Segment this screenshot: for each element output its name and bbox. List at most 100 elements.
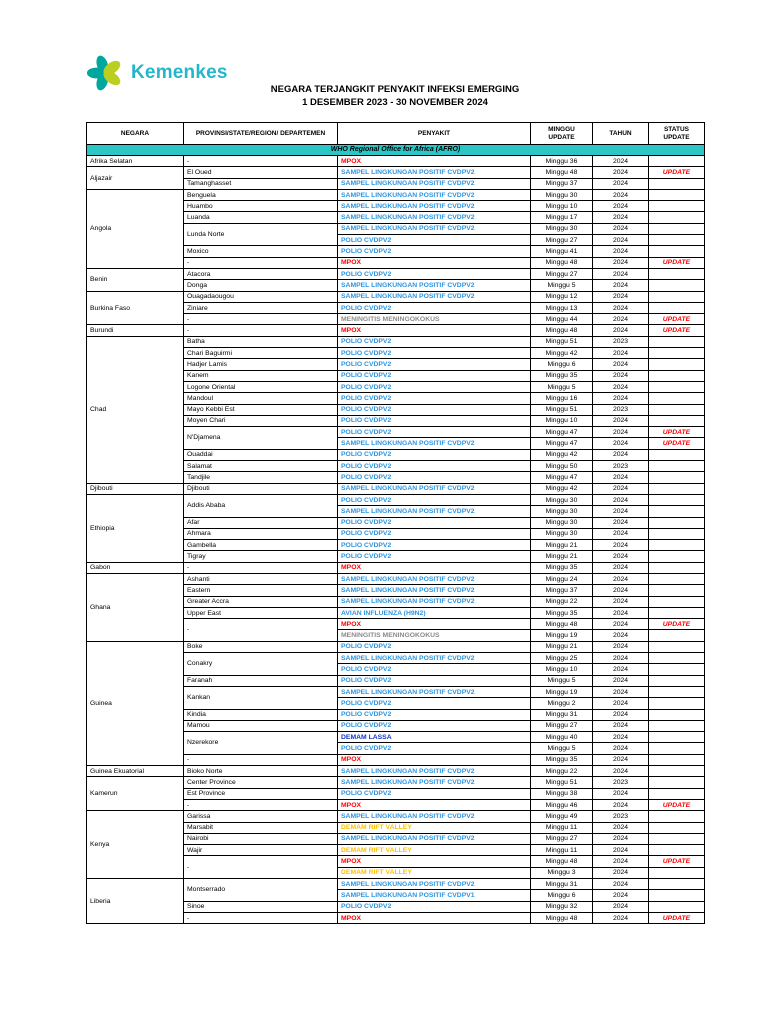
table-row: Gabon - MPOX Minggu 35 2024: [86, 561, 705, 574]
status-cell: [648, 392, 705, 405]
year-cell: 2024: [592, 369, 649, 382]
year-cell: 2024: [592, 222, 649, 236]
week-cell: Minggu 27: [530, 832, 593, 846]
disease-cell: DEMAM RIFT VALLEY: [337, 844, 531, 857]
week-cell: Minggu 40: [530, 731, 593, 744]
year-cell: 2023: [592, 460, 649, 473]
year-cell: 2024: [592, 267, 649, 281]
province-cell: Kanem: [183, 369, 338, 382]
table-row: Burkina Faso Ouagadaougou SAMPEL LINGKUNGA…: [86, 290, 705, 326]
status-cell: [648, 742, 705, 755]
year-cell: 2023: [592, 810, 649, 823]
week-cell: Minggu 41: [530, 245, 593, 258]
year-cell: 2024: [592, 900, 649, 913]
year-cell: 2024: [592, 505, 649, 518]
year-cell: 2024: [592, 753, 649, 767]
week-cell: Minggu 5: [530, 380, 593, 394]
year-cell: 2024: [592, 719, 649, 733]
status-cell: [648, 211, 705, 224]
table-row: Moyen Chari POLIO CVDPV2 Minggu 10 2024: [87, 414, 705, 428]
province-cell: Upper East: [183, 606, 338, 620]
year-cell: 2024: [592, 166, 649, 179]
table-row: Donga SAMPEL LINGKUNGAN POSITIF CVDPV2 Min…: [87, 279, 705, 292]
region-banner: WHO Regional Office for Africa (AFRO): [86, 144, 705, 156]
week-cell: Minggu 27: [530, 234, 593, 247]
status-cell: UPDATE: [648, 855, 705, 868]
status-cell: [648, 697, 705, 710]
province-cell: Afar: [183, 516, 338, 529]
year-cell: 2024: [592, 516, 649, 529]
week-cell: Minggu 6: [530, 889, 593, 902]
status-cell: [648, 482, 705, 495]
week-cell: Minggu 35: [530, 753, 593, 767]
status-cell: [648, 358, 705, 371]
province-cell: Luanda: [183, 211, 338, 224]
province-cell: Kindia: [183, 708, 338, 721]
table-row: Benin Atacora POLIO CVDPV2 Minggu 27 2024: [86, 267, 705, 292]
status-cell: [648, 606, 705, 620]
country-cell: Afrika Selatan: [86, 154, 184, 168]
status-cell: [648, 539, 705, 552]
disease-cell: POLIO CVDPV2: [337, 403, 531, 416]
disease-cell: POLIO CVDPV2: [337, 719, 531, 733]
week-cell: Minggu 27: [530, 719, 593, 733]
week-cell: Minggu 17: [530, 211, 593, 224]
table-row: Angola Benguela SAMPEL LINGKUNGAN POSITIF …: [86, 188, 705, 269]
col-header-penyakit: PENYAKIT: [337, 122, 531, 145]
disease-cell: SAMPEL LINGKUNGAN POSITIF CVDPV2: [337, 200, 531, 213]
country-cell: Guinea: [86, 640, 184, 767]
disease-cell: MPOX: [337, 618, 531, 631]
year-cell: 2024: [592, 301, 649, 315]
table-row: Kenya Garissa SAMPEL LINGKUNGAN POSITIF CV…: [86, 810, 705, 879]
status-cell: [648, 900, 705, 913]
status-cell: [648, 731, 705, 744]
province-cell: Hadjer Lamis: [183, 358, 338, 371]
year-cell: 2024: [592, 629, 649, 642]
province-cell: Greater Accra: [183, 595, 338, 608]
status-cell: UPDATE: [648, 618, 705, 631]
year-cell: 2024: [592, 493, 649, 507]
disease-cell: SAMPEL LINGKUNGAN POSITIF CVDPV2: [337, 211, 531, 224]
disease-cell: SAMPEL LINGKUNGAN POSITIF CVDPV2: [337, 572, 531, 586]
table-row: Afar POLIO CVDPV2 Minggu 30 2024: [87, 516, 705, 529]
table-row: N'Djamena POLIO CVDPV2 Minggu 47 2024 UPDATE: [87, 426, 705, 450]
table-row: - MPOX Minggu 48 2024 UPDATE: [87, 855, 705, 879]
disease-cell: MPOX: [337, 798, 531, 812]
table-row: Conakry SAMPEL LINGKUNGAN POSITIF CVDPV2 M…: [87, 652, 705, 676]
year-cell: 2024: [592, 448, 649, 462]
status-cell: UPDATE: [648, 426, 705, 439]
week-cell: Minggu 37: [530, 584, 593, 597]
status-cell: UPDATE: [648, 324, 705, 337]
status-cell: [648, 776, 705, 789]
province-cell: Ashanti: [183, 572, 338, 586]
disease-cell: POLIO CVDPV2: [337, 267, 531, 281]
table-row: - MPOX Minggu 48 2024 UPDATE: [87, 618, 705, 642]
disease-cell: SAMPEL LINGKUNGAN POSITIF CVDPV2: [337, 437, 531, 450]
table-row: POLIO CVDPV2 Minggu 27 2024: [87, 234, 705, 247]
disease-cell: DEMAM RIFT VALLEY: [337, 821, 531, 834]
week-cell: Minggu 48: [530, 166, 593, 179]
disease-cell: POLIO CVDPV2: [337, 347, 531, 360]
status-cell: [648, 572, 705, 586]
province-cell: -: [183, 256, 338, 269]
year-cell: 2024: [592, 245, 649, 258]
year-cell: 2024: [592, 798, 649, 812]
disease-cell: POLIO CVDPV2: [337, 471, 531, 484]
table-row: - MPOX Minggu 48 2024 UPDATE: [87, 911, 705, 925]
province-cell: Addis Ababa: [183, 493, 338, 518]
status-cell: [648, 877, 705, 891]
province-cell: -: [183, 753, 338, 767]
province-cell: Moxico: [183, 245, 338, 258]
disease-cell: POLIO CVDPV2: [337, 460, 531, 473]
disease-cell: POLIO CVDPV2: [337, 245, 531, 258]
country-cell: Benin: [86, 267, 184, 292]
week-cell: Minggu 32: [530, 900, 593, 913]
year-cell: 2024: [592, 832, 649, 846]
disease-cell: POLIO CVDPV2: [337, 493, 531, 507]
year-cell: 2024: [592, 787, 649, 800]
province-cell: Atacora: [183, 267, 338, 281]
disease-cell: POLIO CVDPV2: [337, 527, 531, 541]
table-row: - MENINGITIS MENINGOKOKUS Minggu 44 2024 UPD…: [87, 313, 705, 326]
province-cell: Donga: [183, 279, 338, 292]
year-cell: 2024: [592, 392, 649, 405]
